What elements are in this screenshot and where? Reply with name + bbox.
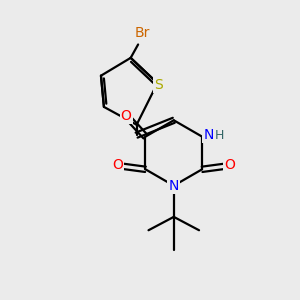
Text: N: N [203,128,214,142]
Text: O: O [224,158,235,172]
Text: O: O [112,158,123,172]
Text: O: O [121,109,132,123]
Text: H: H [215,129,225,142]
Text: Br: Br [135,26,150,40]
Text: N: N [169,179,179,193]
Text: S: S [154,78,163,92]
